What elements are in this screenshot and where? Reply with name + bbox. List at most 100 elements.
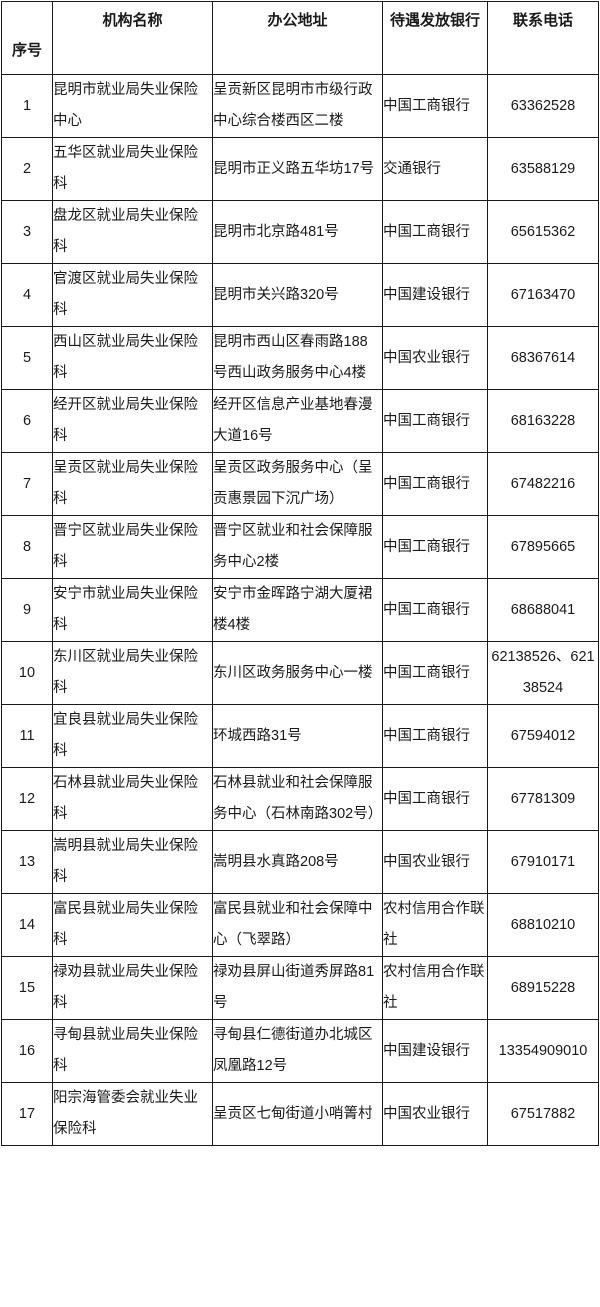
cell-bank: 中国工商银行	[382, 704, 488, 768]
table-row: 14 富民县就业局失业保险科 富民县就业和社会保障中心（飞翠路） 农村信用合作联社 68…	[1, 893, 599, 957]
cell-name: 东川区就业局失业保险科	[52, 641, 213, 705]
cell-index: 14	[1, 893, 53, 957]
cell-phone: 67482216	[487, 452, 599, 516]
cell-index: 4	[1, 263, 53, 327]
cell-phone: 63362528	[487, 74, 599, 138]
cell-bank: 中国农业银行	[382, 830, 488, 894]
cell-bank: 农村信用合作联社	[382, 956, 488, 1020]
cell-address: 安宁市金晖路宁湖大厦裙楼4楼	[212, 578, 383, 642]
cell-name: 阳宗海管委会就业失业保险科	[52, 1082, 213, 1146]
column-header-name: 机构名称	[52, 1, 213, 75]
cell-index: 6	[1, 389, 53, 453]
cell-phone: 68810210	[487, 893, 599, 957]
cell-bank: 中国工商银行	[382, 200, 488, 264]
cell-index: 8	[1, 515, 53, 579]
table-row: 7 呈贡区就业局失业保险科 呈贡区政务服务中心（呈贡惠景园下沉广场） 中国工商银行 67…	[1, 452, 599, 516]
cell-name: 昆明市就业局失业保险中心	[52, 74, 213, 138]
cell-phone: 67910171	[487, 830, 599, 894]
cell-index: 11	[1, 704, 53, 768]
cell-name: 富民县就业局失业保险科	[52, 893, 213, 957]
cell-phone: 67594012	[487, 704, 599, 768]
column-header-address: 办公地址	[212, 1, 383, 75]
cell-name: 嵩明县就业局失业保险科	[52, 830, 213, 894]
cell-address: 昆明市关兴路320号	[212, 263, 383, 327]
table-row: 13 嵩明县就业局失业保险科 嵩明县水真路208号 中国农业银行 67910171	[1, 830, 599, 894]
cell-bank: 中国农业银行	[382, 1082, 488, 1146]
cell-phone: 67163470	[487, 263, 599, 327]
cell-address: 昆明市正义路五华坊17号	[212, 137, 383, 201]
cell-phone: 68163228	[487, 389, 599, 453]
cell-address: 富民县就业和社会保障中心（飞翠路）	[212, 893, 383, 957]
cell-address: 寻甸县仁德街道办北城区凤凰路12号	[212, 1019, 383, 1083]
table-row: 8 晋宁区就业局失业保险科 晋宁区就业和社会保障服务中心2楼 中国工商银行 678956…	[1, 515, 599, 579]
cell-phone: 63588129	[487, 137, 599, 201]
cell-address: 呈贡新区昆明市市级行政中心综合楼西区二楼	[212, 74, 383, 138]
cell-address: 石林县就业和社会保障服务中心（石林南路302号）	[212, 767, 383, 831]
table-row: 16 寻甸县就业局失业保险科 寻甸县仁德街道办北城区凤凰路12号 中国建设银行 1335…	[1, 1019, 599, 1083]
cell-bank: 中国工商银行	[382, 578, 488, 642]
cell-index: 3	[1, 200, 53, 264]
table-header-row: 序号 机构名称 办公地址 待遇发放银行 联系电话	[1, 1, 599, 75]
table-row: 2 五华区就业局失业保险科 昆明市正义路五华坊17号 交通银行 63588129	[1, 137, 599, 201]
cell-bank: 中国工商银行	[382, 515, 488, 579]
cell-phone: 65615362	[487, 200, 599, 264]
cell-bank: 中国工商银行	[382, 452, 488, 516]
cell-phone: 67517882	[487, 1082, 599, 1146]
cell-bank: 中国农业银行	[382, 326, 488, 390]
agency-directory-table: 序号 机构名称 办公地址 待遇发放银行 联系电话 1 昆明市就业局失业保险中心 呈贡…	[1, 1, 599, 1146]
cell-bank: 中国建设银行	[382, 263, 488, 327]
cell-name: 呈贡区就业局失业保险科	[52, 452, 213, 516]
table-row: 3 盘龙区就业局失业保险科 昆明市北京路481号 中国工商银行 65615362	[1, 200, 599, 264]
cell-index: 17	[1, 1082, 53, 1146]
table-row: 17 阳宗海管委会就业失业保险科 呈贡区七甸街道小哨箐村 中国农业银行 67517882	[1, 1082, 599, 1146]
cell-name: 石林县就业局失业保险科	[52, 767, 213, 831]
cell-name: 禄劝县就业局失业保险科	[52, 956, 213, 1020]
cell-address: 环城西路31号	[212, 704, 383, 768]
column-header-index: 序号	[1, 1, 53, 75]
table-row: 9 安宁市就业局失业保险科 安宁市金晖路宁湖大厦裙楼4楼 中国工商银行 68688041	[1, 578, 599, 642]
table-row: 6 经开区就业局失业保险科 经开区信息产业基地春漫大道16号 中国工商银行 681632…	[1, 389, 599, 453]
table-body: 1 昆明市就业局失业保险中心 呈贡新区昆明市市级行政中心综合楼西区二楼 中国工商银行 6…	[1, 74, 599, 1146]
column-header-bank: 待遇发放银行	[382, 1, 488, 75]
cell-address: 昆明市西山区春雨路188号西山政务服务中心4楼	[212, 326, 383, 390]
table-row: 4 官渡区就业局失业保险科 昆明市关兴路320号 中国建设银行 67163470	[1, 263, 599, 327]
cell-address: 呈贡区政务服务中心（呈贡惠景园下沉广场）	[212, 452, 383, 516]
cell-index: 1	[1, 74, 53, 138]
table-row: 10 东川区就业局失业保险科 东川区政务服务中心一楼 中国工商银行 62138526、6…	[1, 641, 599, 705]
table-row: 15 禄劝县就业局失业保险科 禄劝县屏山街道秀屏路81号 农村信用合作联社 689152…	[1, 956, 599, 1020]
cell-index: 2	[1, 137, 53, 201]
table-row: 12 石林县就业局失业保险科 石林县就业和社会保障服务中心（石林南路302号） 中国工…	[1, 767, 599, 831]
cell-index: 5	[1, 326, 53, 390]
table-header: 序号 机构名称 办公地址 待遇发放银行 联系电话	[1, 1, 599, 75]
cell-bank: 中国工商银行	[382, 641, 488, 705]
cell-index: 12	[1, 767, 53, 831]
table-row: 1 昆明市就业局失业保险中心 呈贡新区昆明市市级行政中心综合楼西区二楼 中国工商银行 6…	[1, 74, 599, 138]
cell-bank: 交通银行	[382, 137, 488, 201]
cell-name: 盘龙区就业局失业保险科	[52, 200, 213, 264]
cell-name: 晋宁区就业局失业保险科	[52, 515, 213, 579]
cell-bank: 中国工商银行	[382, 74, 488, 138]
cell-name: 寻甸县就业局失业保险科	[52, 1019, 213, 1083]
cell-name: 经开区就业局失业保险科	[52, 389, 213, 453]
cell-name: 官渡区就业局失业保险科	[52, 263, 213, 327]
table-row: 11 宜良县就业局失业保险科 环城西路31号 中国工商银行 67594012	[1, 704, 599, 768]
cell-name: 五华区就业局失业保险科	[52, 137, 213, 201]
cell-bank: 中国工商银行	[382, 389, 488, 453]
cell-address: 嵩明县水真路208号	[212, 830, 383, 894]
cell-bank: 农村信用合作联社	[382, 893, 488, 957]
cell-address: 经开区信息产业基地春漫大道16号	[212, 389, 383, 453]
cell-phone: 68915228	[487, 956, 599, 1020]
cell-address: 禄劝县屏山街道秀屏路81号	[212, 956, 383, 1020]
cell-index: 13	[1, 830, 53, 894]
cell-name: 宜良县就业局失业保险科	[52, 704, 213, 768]
cell-phone: 67781309	[487, 767, 599, 831]
table-row: 5 西山区就业局失业保险科 昆明市西山区春雨路188号西山政务服务中心4楼 中国农业银…	[1, 326, 599, 390]
cell-index: 10	[1, 641, 53, 705]
cell-index: 15	[1, 956, 53, 1020]
cell-phone: 67895665	[487, 515, 599, 579]
cell-address: 呈贡区七甸街道小哨箐村	[212, 1082, 383, 1146]
cell-phone: 68367614	[487, 326, 599, 390]
cell-address: 东川区政务服务中心一楼	[212, 641, 383, 705]
cell-address: 昆明市北京路481号	[212, 200, 383, 264]
cell-phone: 68688041	[487, 578, 599, 642]
